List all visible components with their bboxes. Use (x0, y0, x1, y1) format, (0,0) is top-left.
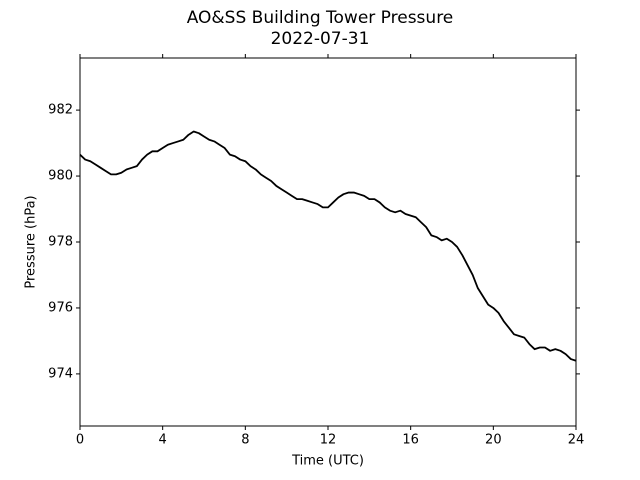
y-tick-label: 974 (48, 366, 73, 381)
chart-title: AO&SS Building Tower Pressure (187, 8, 454, 28)
x-tick-label: 24 (568, 433, 585, 448)
x-tick-label: 16 (402, 433, 419, 448)
chart-subtitle: 2022-07-31 (271, 29, 370, 49)
x-axis-label: Time (UTC) (291, 454, 364, 469)
plot-frame (79, 57, 577, 427)
x-tick-label: 0 (76, 433, 84, 448)
y-tick-label: 980 (48, 169, 73, 184)
y-tick-label: 976 (48, 300, 73, 315)
y-axis-label: Pressure (hPa) (24, 195, 39, 288)
x-tick-label: 12 (320, 433, 337, 448)
y-tick-label: 978 (48, 235, 73, 250)
y-tick-label: 982 (48, 103, 73, 118)
x-tick-label: 20 (485, 433, 502, 448)
data-line (79, 130, 577, 362)
x-tick-label: 4 (159, 433, 167, 448)
x-tick-label: 8 (241, 433, 249, 448)
